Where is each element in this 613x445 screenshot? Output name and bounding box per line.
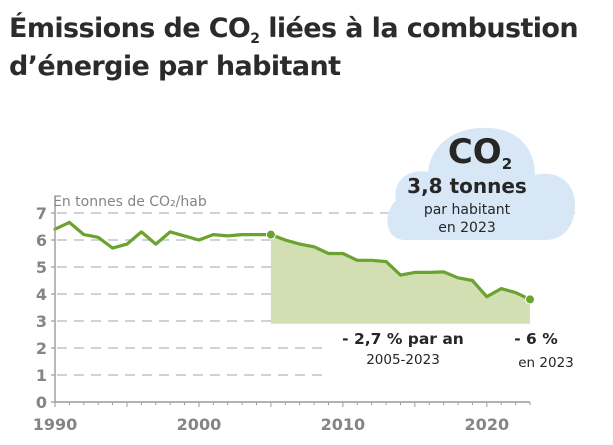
trend-annotation-period: 2005-2023: [366, 352, 440, 368]
y-tick-label-2: 2: [36, 339, 47, 358]
y-tick-label-5: 5: [36, 258, 47, 277]
series-line: [53, 220, 532, 301]
data-line: [53, 220, 535, 305]
axes: [51, 205, 531, 407]
x-tick-label-1990: 1990: [33, 415, 78, 434]
y-tick-label-0: 0: [36, 393, 47, 412]
trend-annotation-value: - 2,7 % par an: [342, 330, 464, 348]
cloud-co2-main: CO: [448, 132, 502, 172]
data-point-2005: [265, 229, 276, 240]
y-axis-unit-label: En tonnes de CO₂/hab: [53, 194, 207, 210]
last-year-annotation-period: en 2023: [518, 355, 574, 371]
x-tick-label-2020: 2020: [465, 415, 510, 434]
cloud-line3: en 2023: [438, 220, 496, 236]
last-year-annotation-value: - 6 %: [514, 330, 558, 348]
title-line1-end: liées à la combustion: [259, 13, 578, 44]
highlight-fill: [270, 234, 530, 324]
x-tick-label-2000: 2000: [177, 415, 222, 434]
data-point-2023: [525, 294, 535, 305]
tick-labels: 0 1 2 3 4 5 6 7 1990 2000 2010 2020: [33, 204, 509, 434]
y-tick-label-3: 3: [36, 312, 47, 331]
cloud-co2-sub: 2: [502, 155, 512, 173]
x-tick-label-2010: 2010: [321, 415, 366, 434]
cloud-value: 3,8 tonnes: [407, 174, 527, 198]
cloud-icon: [387, 127, 575, 240]
highlight-area: [270, 234, 530, 324]
cloud-line2: par habitant: [424, 202, 511, 218]
title-subscript: 2: [250, 31, 260, 47]
y-tick-label-4: 4: [36, 285, 47, 304]
title-line1-start: Émissions de CO: [9, 13, 251, 44]
cloud-co2-label: CO2: [448, 132, 512, 173]
y-tick-label-7: 7: [36, 204, 47, 223]
cloud-callout: CO2 3,8 tonnes par habitant en 2023: [387, 127, 575, 240]
y-tick-label-6: 6: [36, 231, 47, 250]
title-line2: d’énergie par habitant: [9, 51, 341, 82]
y-tick-label-1: 1: [36, 366, 47, 385]
page-title: Émissions de CO2 liées à la combustion d’…: [9, 10, 579, 86]
